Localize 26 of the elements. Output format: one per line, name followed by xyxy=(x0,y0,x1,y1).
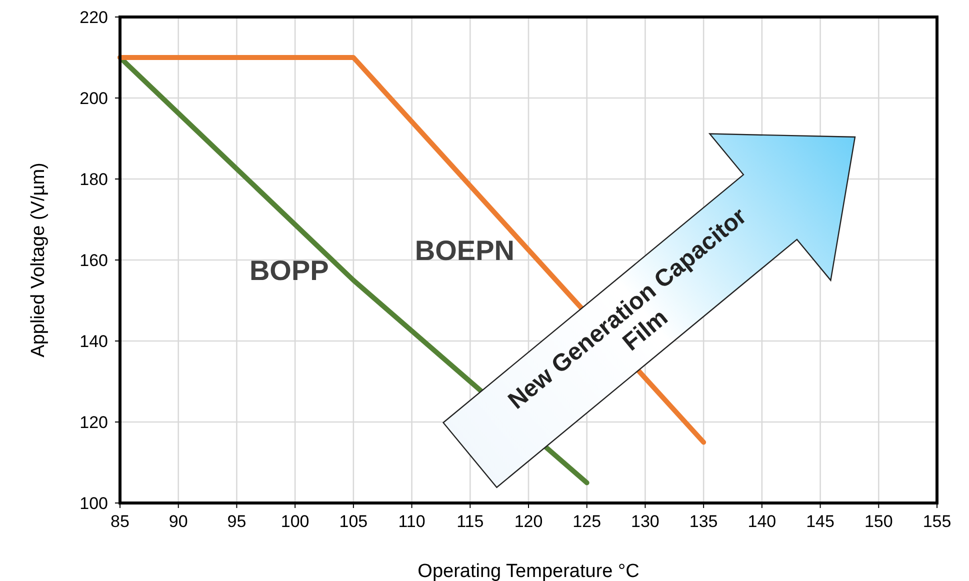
y-tick-label: 180 xyxy=(80,170,108,189)
x-tick-label: 130 xyxy=(631,512,660,531)
x-tick-label: 115 xyxy=(456,512,484,531)
x-tick-label: 100 xyxy=(280,512,310,531)
y-tick-label: 100 xyxy=(80,494,108,513)
x-axis-title: Operating Temperature °C xyxy=(418,561,640,581)
y-tick-label: 140 xyxy=(80,332,108,351)
y-tick-label: 200 xyxy=(80,89,108,108)
y-tick-label: 120 xyxy=(80,413,108,432)
x-tick-label: 155 xyxy=(922,512,952,531)
x-tick-label: 110 xyxy=(398,512,426,531)
x-tick-label: 150 xyxy=(864,512,893,531)
series-label: BOEPN xyxy=(414,234,514,266)
x-tick-label: 105 xyxy=(339,512,368,531)
x-tick-label: 145 xyxy=(806,512,834,531)
x-tick-label: 125 xyxy=(572,512,602,531)
y-tick-label: 160 xyxy=(80,251,108,270)
x-tick-label: 95 xyxy=(227,512,246,531)
y-axis-title: Applied Voltage (V/µm) xyxy=(28,162,49,358)
y-tick-label: 220 xyxy=(80,8,108,27)
series-label: BOPP xyxy=(249,255,329,286)
x-tick-label: 85 xyxy=(110,512,130,531)
x-tick-label: 135 xyxy=(689,512,718,531)
x-tick-label: 120 xyxy=(514,512,543,531)
x-tick-label: 90 xyxy=(168,512,188,531)
x-tick-label: 140 xyxy=(748,512,776,531)
